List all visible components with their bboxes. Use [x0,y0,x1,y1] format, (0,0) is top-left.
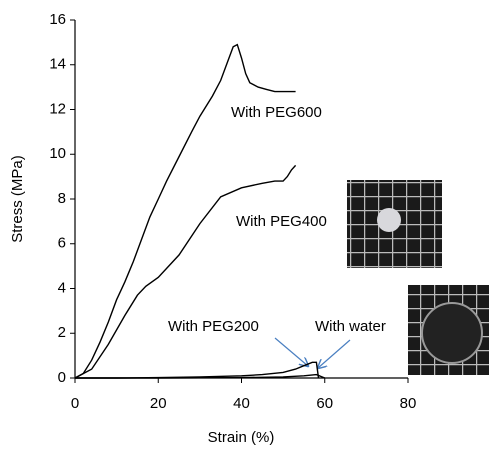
photo-peg-sample [347,180,442,268]
x-tick-label: 40 [233,395,250,412]
series-line [75,361,320,379]
arrow [274,337,308,366]
series-line [74,43,296,379]
photo-water-sample [408,285,489,375]
y-axis-title: Stress (MPa) [9,155,26,243]
x-tick-label: 20 [150,395,167,412]
y-tick-label: 10 [49,145,66,162]
y-tick-label: 6 [58,235,66,252]
y-tick-label: 8 [58,190,66,207]
x-axis-title: Strain (%) [208,429,275,446]
y-tick-label: 12 [49,100,66,117]
series-line [74,164,297,379]
y-tick-label: 2 [58,324,66,341]
x-tick-label: 80 [400,395,417,412]
annotation: With water [315,318,386,335]
x-tick-label: 0 [71,395,79,412]
y-tick-label: 14 [49,56,66,73]
annotation: With PEG400 [236,213,327,230]
y-tick-label: 16 [49,11,66,28]
series-line [75,373,326,379]
x-tick-label: 60 [316,395,333,412]
annotation: With PEG600 [231,104,322,121]
y-tick-label: 4 [58,279,66,296]
annotation: With PEG200 [168,318,259,335]
y-tick-label: 0 [58,369,66,386]
arrow [318,339,351,368]
